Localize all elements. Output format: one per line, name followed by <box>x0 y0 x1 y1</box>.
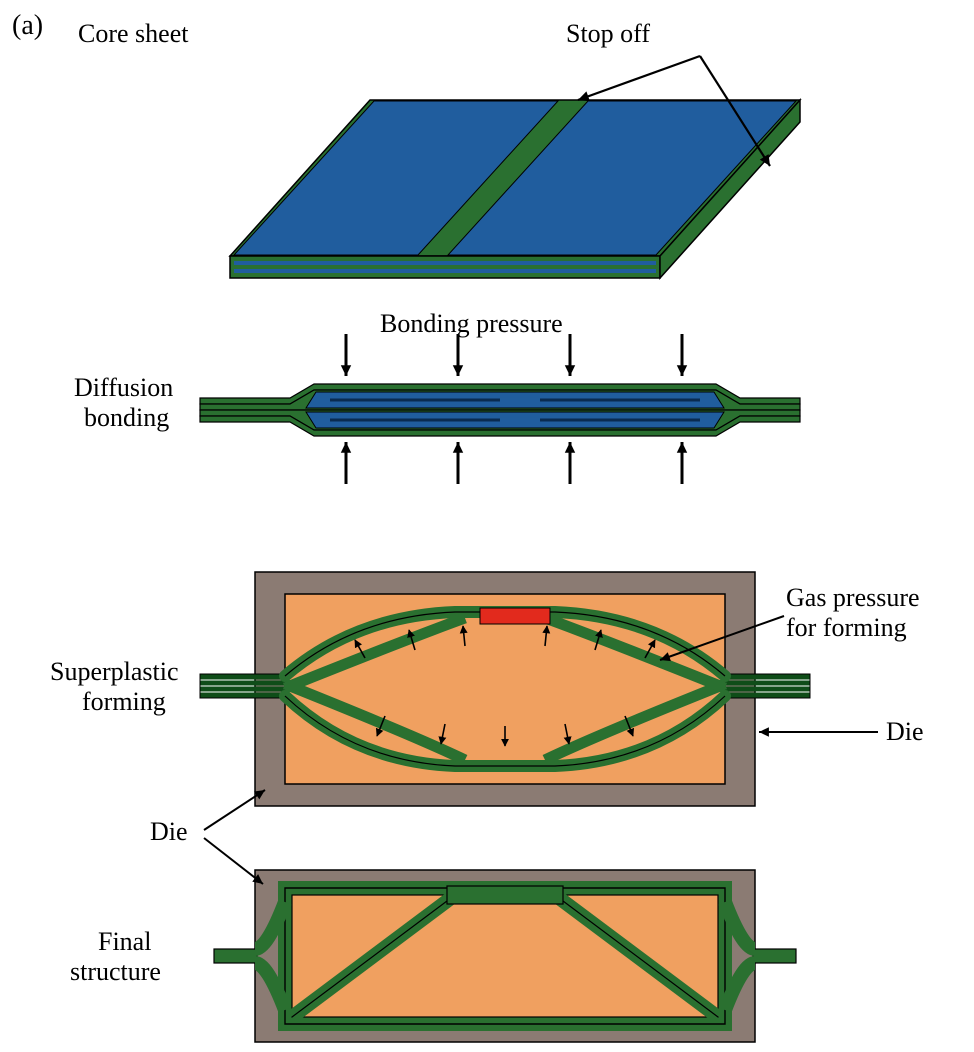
die-label-left: Die <box>150 817 188 846</box>
final-structure-section <box>214 870 796 1042</box>
superplastic-forming-section <box>200 572 810 806</box>
panel-label: (a) <box>12 10 43 41</box>
core-sheet-label: Core sheet <box>78 19 189 48</box>
die-label-right: Die <box>886 717 924 746</box>
superplastic-label-2: forming <box>82 687 166 716</box>
final-label-1: Final <box>98 927 151 956</box>
gas-pressure-label-1: Gas pressure <box>786 583 920 612</box>
diffusion-bonding-label-1: Diffusion <box>74 373 173 402</box>
gas-pressure-label-2: for forming <box>786 613 907 642</box>
stop-off-label: Stop off <box>566 19 650 48</box>
bonding-pressure-label: Bonding pressure <box>380 309 563 338</box>
superplastic-label-1: Superplastic <box>50 657 179 686</box>
final-label-2: structure <box>70 957 161 986</box>
diffusion-bonding-label-2: bonding <box>84 403 169 432</box>
